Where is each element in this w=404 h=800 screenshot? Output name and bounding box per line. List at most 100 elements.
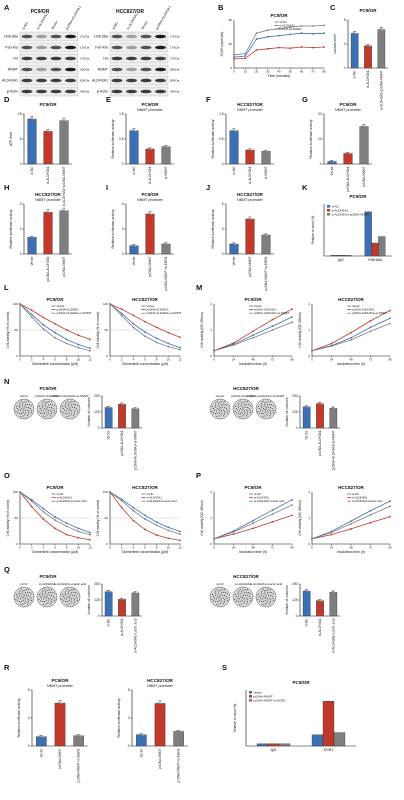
chart-o2-point-1-1 [120, 506, 123, 509]
chart-o1-series-0 [19, 491, 91, 533]
chart-m1-point-0-3 [271, 325, 274, 327]
chart-k-legend-0: si-NC [332, 204, 340, 208]
chart-p2-point-1-3 [369, 521, 372, 524]
n-title-pc9: PC9/OR [39, 386, 57, 391]
chart-o2-point-0-6 [179, 530, 181, 533]
chart-b-point-0-2 [255, 38, 258, 41]
chart-h-subtitle: NNMT promoter [35, 198, 61, 202]
panel-label-n: N [4, 377, 9, 386]
blot-pc9-band-5-0 [21, 89, 33, 94]
chart-q1-bar-2 [131, 592, 140, 617]
blot-pc9-band-3-3 [65, 67, 76, 72]
chart-o1-ytick-1: 50 [15, 516, 19, 520]
chart-o1-point-1-4 [65, 533, 68, 536]
chart-b-xtick-0: 0 [233, 70, 235, 74]
chart-l2-point-2-3 [144, 335, 146, 338]
chart-d-xtick-0: si-NC [30, 166, 34, 175]
chart-k-bar-1-1 [371, 242, 379, 257]
chart-n1-xtick-2: pcDNA-ALDH3A1+si-NNMT [133, 430, 137, 470]
chart-o2-ylabel: Cell viability (% of control) [96, 500, 100, 537]
chart-b-point-1-6 [300, 46, 303, 48]
chart-o1-point-2-2 [42, 510, 45, 513]
chart-p2-point-2-0 [311, 537, 313, 540]
chart-n2-xtick-1: pcDNA-ALDH3A1 [318, 430, 322, 456]
blot-hcc827-kda-5: 42KDa [170, 90, 180, 94]
n-hcc827-plate-label-0: Vector [216, 394, 225, 398]
chart-m1-point-1-4 [291, 308, 293, 311]
chart-l2-point-0-6 [179, 346, 181, 349]
chart-r1-xtick-1: pcDNA-NNMT [58, 748, 62, 768]
chart-k-ylabel: Relative to input (%) [311, 216, 315, 245]
chart-d-title: PC9/OR [39, 102, 57, 107]
chart-l2-point-0-5 [167, 342, 170, 345]
chart-o1-point-2-0 [19, 491, 21, 493]
chart-q1-bar-1 [118, 599, 126, 617]
chart-c-ytick-0: 0 [344, 66, 346, 70]
blot-hcc827-blot-strip-5 [109, 86, 169, 97]
blot-pc9-band-5-2 [50, 89, 62, 94]
chart-l1-point-2-2 [42, 328, 45, 330]
panel-label-d: D [4, 95, 10, 104]
blot-pc9-row-label-0: H3K18la [4, 35, 18, 39]
chart-m2-legend-1: pcDNA-ALDH3A1 [352, 308, 375, 312]
chart-k-legend-swatch-1 [327, 209, 330, 212]
chart-m1-title: PC9/OR [244, 297, 262, 302]
chart-b-point-0-7 [311, 32, 314, 35]
n-hcc827-plate-label-2: pcDNA-ALDH3A1+si-NNMT [247, 394, 285, 398]
chart-g-ytick-0: 0 [320, 162, 322, 166]
chart-r1-title: PC9/OR [51, 678, 69, 683]
chart-o1-point-2-4 [65, 525, 68, 528]
chart-m1-xtick-2: 48 [251, 358, 255, 362]
blot-pc9-lane-2: Vector [50, 19, 59, 30]
chart-n2-bar-2 [329, 408, 338, 429]
panel-label-k: K [302, 183, 308, 192]
chart-j-ytick-0: 0 [222, 252, 224, 256]
chart-b-point-0-0 [233, 56, 235, 59]
chart-l1-point-1-5 [77, 334, 80, 337]
blot-hcc827-band-1-1 [126, 45, 137, 50]
chart-q1-ylabel: Number of colonies [87, 585, 91, 615]
chart-n1-ytick-1: 125 [94, 410, 100, 414]
blot-hcc827-lane-0: si-NC [111, 21, 119, 31]
chart-s-bar-1-0 [311, 734, 324, 747]
chart-n2-bar-0 [302, 406, 311, 429]
chart-e-xtick-0: si-NC [132, 166, 136, 175]
chart-m2-xtick-0: 0 [311, 358, 313, 362]
chart-g-bar-2 [359, 126, 369, 165]
chart-l2-xtick-0: 0 [109, 358, 111, 362]
chart-h-bar-2 [59, 210, 69, 255]
n-pc9-plate-label-1: pcDNA-ALDH3A1 [35, 394, 59, 398]
blot-pc9-kda-1: 17KDa [80, 46, 90, 50]
chart-p1-xtick-3: 72 [271, 546, 275, 550]
chart-l1-point-1-4 [65, 329, 68, 331]
chart-p1-ytick-2: 2 [210, 490, 212, 494]
chart-l1-point-2-3 [54, 336, 56, 339]
chart-p2-point-0-2 [350, 520, 352, 523]
chart-b-point-0-8 [323, 32, 325, 35]
chart-l2-legend-0: Vector [147, 304, 155, 308]
blot-pc9-band-4-0 [21, 78, 33, 83]
chart-o2-point-1-4 [155, 534, 158, 537]
chart-m1-xtick-0: 0 [213, 358, 215, 362]
chart-l2-point-1-1 [120, 308, 123, 311]
chart-o2-xtick-3: 6 [144, 546, 146, 550]
chart-f-ytick-2: 1.5 [219, 112, 224, 116]
chart-h-title: HCC827/OR [35, 192, 61, 197]
chart-q2-ylabel: Number of colonies [285, 585, 289, 615]
chart-m2-point-1-1 [330, 342, 333, 345]
blot-pc9-row-label-3: NNMT [8, 68, 19, 72]
chart-m2-legend-0: Vector [352, 304, 360, 308]
chart-b-ytick-0: 0 [230, 66, 232, 70]
chart-f-bar-2 [261, 151, 271, 165]
chart-c-bar-2 [377, 29, 386, 69]
chart-l2-xlabel: Osimertinib concentration (μM) [122, 362, 168, 366]
chart-j-bar-1 [245, 218, 255, 255]
chart-e-bar-1 [145, 148, 155, 165]
chart-p2-point-1-2 [350, 528, 352, 530]
chart-n2-ytick-2: 250 [292, 394, 298, 398]
chart-m1-point-0-4 [291, 316, 293, 318]
chart-r1-ytick-2: 6 [28, 688, 30, 692]
blot-pc9-blot-strip-0 [19, 31, 79, 42]
chart-o2-point-0-5 [167, 526, 170, 529]
chart-m2-point-2-0 [311, 349, 313, 352]
